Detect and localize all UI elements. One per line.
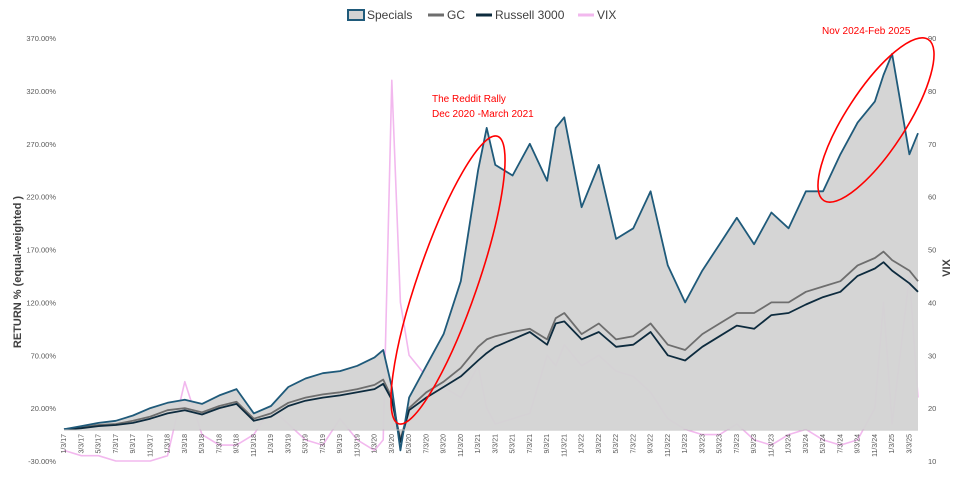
y-right-tick-label: 90 bbox=[928, 34, 936, 43]
y-left-tick-label: 270.00% bbox=[26, 140, 56, 149]
x-tick-label: 9/3/18 bbox=[234, 434, 241, 454]
x-tick-label: 3/3/21 bbox=[492, 434, 499, 454]
x-tick-label: 1/3/21 bbox=[475, 434, 482, 454]
x-tick-label: 9/3/24 bbox=[855, 434, 862, 454]
legend-label: Specials bbox=[367, 8, 412, 22]
x-tick-label: 1/3/22 bbox=[579, 434, 586, 454]
x-tick-label: 7/3/23 bbox=[734, 434, 741, 454]
x-tick-label: 11/3/21 bbox=[561, 434, 568, 457]
y-left-tick-label: 70.00% bbox=[31, 351, 57, 360]
x-tick-label: 3/3/25 bbox=[906, 434, 913, 454]
x-tick-label: 11/3/22 bbox=[665, 434, 672, 457]
x-tick-label: 3/3/20 bbox=[389, 434, 396, 454]
x-tick-label: 5/3/24 bbox=[820, 434, 827, 454]
x-tick-label: 7/3/17 bbox=[113, 434, 120, 454]
y-left-tick-label: 370.00% bbox=[26, 34, 56, 43]
y-right-tick-label: 50 bbox=[928, 246, 936, 255]
x-tick-label: 7/3/18 bbox=[216, 434, 223, 454]
annotation-nov-2024-feb-2025: Nov 2024-Feb 2025 bbox=[822, 26, 911, 37]
x-tick-label: 3/3/24 bbox=[803, 434, 810, 454]
x-tick-label: 1/3/24 bbox=[786, 434, 793, 454]
x-tick-label: 3/3/23 bbox=[699, 434, 706, 454]
y-right-tick-label: 20 bbox=[928, 404, 936, 413]
specials-area-layer bbox=[64, 53, 918, 451]
legend-swatch bbox=[347, 9, 365, 21]
legend-label: GC bbox=[447, 8, 465, 22]
x-tick-label: 1/3/19 bbox=[268, 434, 275, 454]
x-tick-label: 3/3/17 bbox=[78, 434, 85, 454]
x-tick-label: 7/3/24 bbox=[837, 434, 844, 454]
x-tick-label: 5/3/17 bbox=[96, 434, 103, 454]
reddit-rally-ellipse bbox=[390, 135, 506, 425]
x-tick-label: 9/3/22 bbox=[648, 434, 655, 454]
x-tick-label: 5/3/23 bbox=[717, 434, 724, 454]
x-tick-label: 7/3/20 bbox=[423, 434, 430, 454]
x-tick-label: 9/3/23 bbox=[751, 434, 758, 454]
y-right-tick-label: 10 bbox=[928, 457, 936, 466]
y-left-tick-label: 120.00% bbox=[26, 298, 56, 307]
y-left-axis-title: RETURN % (equal-weighted ) bbox=[12, 196, 24, 349]
y-right-ticks: 90 80 70 60 50 40 30 20 10 bbox=[928, 34, 936, 466]
x-tick-label: 1/3/25 bbox=[889, 434, 896, 454]
y-left-tick-label: -30.00% bbox=[28, 457, 56, 466]
y-right-tick-label: 30 bbox=[928, 351, 936, 360]
legend-label: Russell 3000 bbox=[495, 8, 565, 22]
x-tick-label: 7/3/22 bbox=[630, 434, 637, 454]
x-tick-label: 9/3/17 bbox=[130, 434, 137, 454]
y-right-tick-label: 70 bbox=[928, 140, 936, 149]
x-tick-label: 3/3/19 bbox=[285, 434, 292, 454]
y-left-tick-label: 170.00% bbox=[26, 246, 56, 255]
x-ticks: 1/3/17 3/3/17 5/3/17 7/3/17 9/3/17 11/3/17 1/3… bbox=[61, 434, 913, 457]
series-specials-area bbox=[64, 53, 918, 451]
annotation-reddit-rally-title: The Reddit Rally bbox=[432, 94, 506, 105]
x-tick-label: 1/3/23 bbox=[682, 434, 689, 454]
x-tick-label: 5/3/21 bbox=[510, 434, 517, 454]
y-left-tick-label: 320.00% bbox=[26, 87, 56, 96]
x-tick-label: 7/3/21 bbox=[527, 434, 534, 454]
x-tick-label: 5/3/20 bbox=[406, 434, 413, 454]
x-tick-label: 3/3/22 bbox=[596, 434, 603, 454]
x-tick-label: 11/3/23 bbox=[768, 434, 775, 457]
x-tick-label: 3/3/18 bbox=[182, 434, 189, 454]
x-tick-label: 11/3/24 bbox=[872, 434, 879, 457]
series-russell-3000-line bbox=[63, 261, 919, 443]
y-right-axis-title: VIX bbox=[941, 258, 953, 276]
x-tick-label: 11/3/17 bbox=[147, 434, 154, 457]
annotations: The Reddit Rally Dec 2020 -March 2021 Nov … bbox=[390, 26, 935, 425]
y-right-tick-label: 60 bbox=[928, 193, 936, 202]
x-tick-label: 11/3/18 bbox=[251, 434, 258, 457]
y-left-tick-label: 20.00% bbox=[31, 404, 57, 413]
x-tick-label: 9/3/19 bbox=[337, 434, 344, 454]
y-right-tick-label: 80 bbox=[928, 87, 936, 96]
nov-2024-feb-2025-ellipse bbox=[817, 37, 935, 203]
x-tick-label: 9/3/21 bbox=[544, 434, 551, 454]
annotation-reddit-rally-dates: Dec 2020 -March 2021 bbox=[432, 109, 534, 120]
x-tick-label: 1/3/18 bbox=[165, 434, 172, 454]
x-tick-label: 1/3/17 bbox=[61, 434, 68, 454]
x-tick-label: 1/3/20 bbox=[372, 434, 379, 454]
series-gc-line bbox=[63, 250, 919, 441]
x-tick-label: 5/3/22 bbox=[613, 434, 620, 454]
line-layer bbox=[63, 53, 919, 452]
x-tick-label: 7/3/19 bbox=[320, 434, 327, 454]
y-left-ticks: 370.00% 320.00% 270.00% 220.00% 170.00% 120.0… bbox=[26, 34, 56, 466]
x-tick-label: 9/3/20 bbox=[441, 434, 448, 454]
x-tick-label: 11/3/19 bbox=[354, 434, 361, 457]
x-tick-label: 11/3/20 bbox=[458, 434, 465, 457]
y-right-tick-label: 40 bbox=[928, 298, 936, 307]
y-left-tick-label: 220.00% bbox=[26, 193, 56, 202]
x-tick-label: 5/3/19 bbox=[303, 434, 310, 454]
x-tick-label: 5/3/18 bbox=[199, 434, 206, 454]
series-specials-line bbox=[63, 53, 919, 452]
legend: Specials GC Russell 3000 VIX bbox=[347, 8, 616, 22]
legend-label: VIX bbox=[597, 8, 616, 22]
